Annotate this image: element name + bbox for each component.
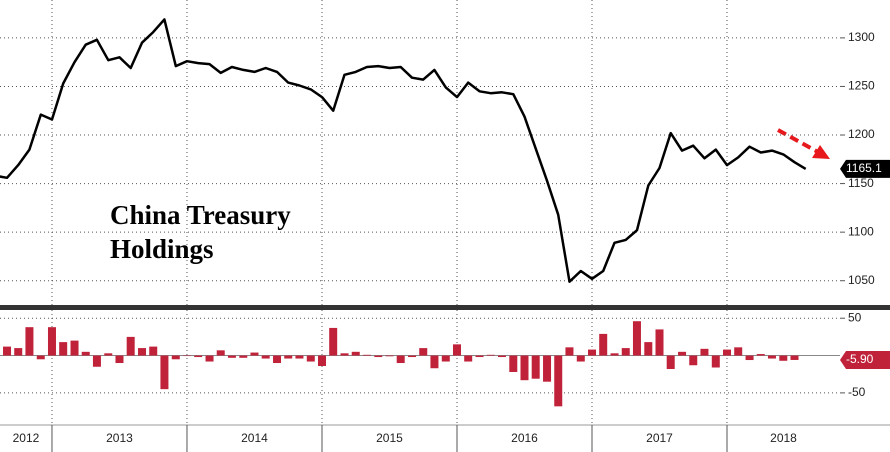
bar xyxy=(317,355,326,367)
bar xyxy=(554,355,563,407)
end-label: 1165.1 xyxy=(846,161,882,175)
bar xyxy=(36,355,45,360)
bar xyxy=(678,351,687,356)
bar xyxy=(284,355,293,359)
bar xyxy=(632,321,641,356)
bar xyxy=(723,349,732,356)
y-tick-label: 50 xyxy=(848,310,862,324)
bar xyxy=(543,355,552,382)
bar xyxy=(599,333,608,356)
bar xyxy=(194,355,203,358)
bar xyxy=(81,351,90,356)
x-tick-label: 2017 xyxy=(646,431,673,445)
bar xyxy=(509,355,518,372)
bar xyxy=(374,355,383,358)
chart-title: China Treasury xyxy=(110,200,291,230)
bar xyxy=(430,355,439,369)
end-label-box xyxy=(840,159,890,178)
bar xyxy=(3,346,12,356)
y-tick-label: 1050 xyxy=(848,273,875,287)
bar xyxy=(475,355,484,358)
bar xyxy=(767,355,776,359)
bar xyxy=(610,353,619,356)
panel-divider xyxy=(0,305,890,310)
bar xyxy=(340,353,349,356)
bar xyxy=(408,355,417,358)
bar xyxy=(171,355,180,360)
bar xyxy=(385,355,394,357)
bar xyxy=(756,354,765,356)
end-label: -5.90 xyxy=(846,352,874,366)
bar xyxy=(531,355,540,379)
bar xyxy=(644,342,653,356)
bar xyxy=(655,329,664,356)
bar xyxy=(464,355,473,362)
bar xyxy=(250,352,259,356)
y-tick-label: 1150 xyxy=(848,176,874,190)
bar xyxy=(92,355,101,367)
bar xyxy=(745,355,754,361)
x-tick-label: 2013 xyxy=(106,431,133,445)
bar xyxy=(273,355,282,364)
y-tick-label: -50 xyxy=(848,385,866,399)
bar xyxy=(362,354,371,356)
end-label-box xyxy=(840,350,890,369)
bar xyxy=(734,347,743,356)
bar xyxy=(160,355,169,390)
bar xyxy=(486,354,495,356)
bar xyxy=(14,348,23,356)
bar xyxy=(790,355,799,360)
bar xyxy=(306,355,315,362)
bar xyxy=(351,351,360,356)
bar xyxy=(419,348,428,356)
bar xyxy=(47,327,56,356)
line xyxy=(0,18,807,283)
bar xyxy=(59,342,68,356)
bar xyxy=(452,344,461,356)
annotation-arrow xyxy=(777,128,830,159)
y-tick-label: 1250 xyxy=(848,79,875,93)
bar xyxy=(711,355,720,368)
bar xyxy=(441,355,450,362)
x-tick-label: 2018 xyxy=(770,431,797,445)
bar xyxy=(779,355,788,361)
x-tick-label: 2015 xyxy=(376,431,403,445)
bar xyxy=(565,347,574,356)
bar xyxy=(182,355,191,357)
y-tick-label: 1200 xyxy=(848,127,875,141)
chart-title: Holdings xyxy=(110,234,214,264)
bar xyxy=(239,355,248,358)
bar xyxy=(104,353,113,356)
bar xyxy=(666,355,675,369)
bar xyxy=(621,348,630,356)
bar xyxy=(115,355,124,364)
bar xyxy=(689,355,698,366)
bar xyxy=(216,350,225,356)
x-tick-label: 2012 xyxy=(13,431,40,445)
bar xyxy=(329,327,338,356)
bar xyxy=(520,355,529,381)
bar xyxy=(126,336,135,356)
bar xyxy=(227,355,236,358)
y-tick-label: 1300 xyxy=(848,30,875,44)
bar xyxy=(205,355,214,362)
x-tick-label: 2014 xyxy=(241,431,268,445)
y-tick-label: 1100 xyxy=(848,224,874,238)
bar xyxy=(497,355,506,358)
bar xyxy=(138,348,147,356)
bar xyxy=(587,349,596,356)
bar xyxy=(149,346,158,356)
bar xyxy=(261,355,270,359)
bar xyxy=(576,355,585,362)
bar xyxy=(25,327,34,356)
x-tick-label: 2016 xyxy=(511,431,538,445)
bar xyxy=(700,348,709,356)
bar xyxy=(396,355,405,364)
bar xyxy=(295,355,304,359)
bar xyxy=(70,340,79,356)
